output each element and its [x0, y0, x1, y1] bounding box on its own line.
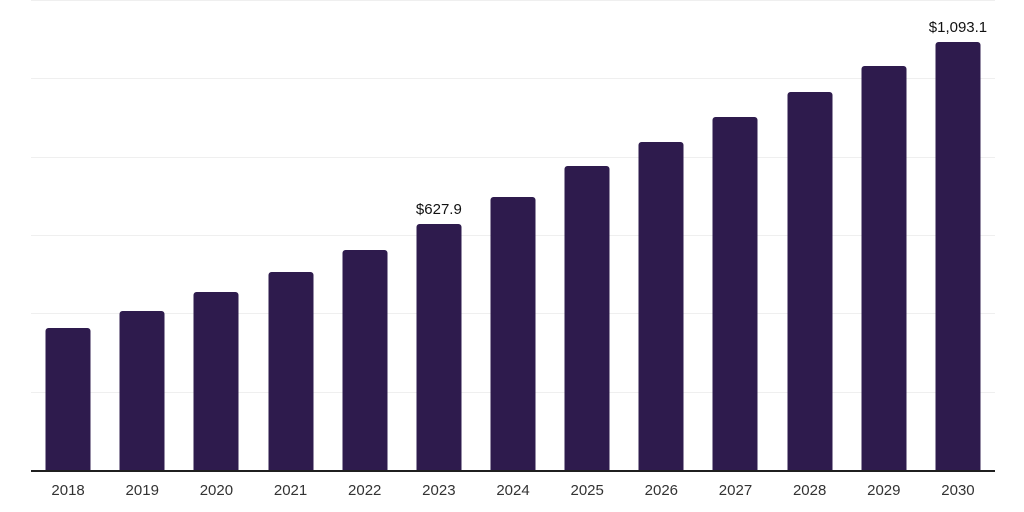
bar-slot-2027 [698, 0, 772, 470]
x-tick-label-2019: 2019 [125, 482, 159, 499]
bar-slot-2024 [476, 0, 550, 470]
x-tick-label-2022: 2022 [348, 482, 382, 499]
bar-slot-2022 [328, 0, 402, 470]
bar-slot-2029 [847, 0, 921, 470]
bar-slot-2019 [105, 0, 179, 470]
bar-2028 [787, 91, 833, 470]
bar-slot-2018 [31, 0, 105, 470]
x-tick-label-2030: 2030 [941, 482, 975, 499]
plot-area: $627.9 $1,093.1 [31, 0, 995, 472]
bar-value-label-2023: $627.9 [415, 201, 462, 219]
x-tick-label-2020: 2020 [199, 482, 234, 499]
bar-2020 [193, 291, 239, 470]
x-tick-label-2027: 2027 [718, 482, 753, 499]
x-tick-label-2025: 2025 [570, 482, 604, 499]
bar-2018 [45, 328, 91, 470]
bar-slot-2025 [550, 0, 624, 470]
bar-2021 [268, 272, 314, 470]
x-tick-label-2021: 2021 [273, 482, 308, 499]
bar-slot-2026 [624, 0, 698, 470]
x-tick-label-2026: 2026 [644, 482, 679, 499]
bar-slot-2023: $627.9 [402, 0, 476, 470]
bar-2029 [861, 66, 907, 470]
bar-2022 [342, 249, 388, 470]
bars: $627.9 $1,093.1 [31, 0, 995, 470]
bar-2030 [935, 41, 981, 470]
x-tick-label-2028: 2028 [792, 482, 827, 499]
bar-2019 [119, 311, 165, 470]
gridline-1200 [31, 0, 995, 1]
bar-2023 [416, 224, 462, 470]
x-tick-label-2018: 2018 [51, 482, 85, 499]
bar-slot-2021 [253, 0, 327, 470]
bar-2026 [638, 141, 684, 470]
bar-2025 [564, 166, 610, 470]
x-tick-label-2024: 2024 [496, 482, 530, 499]
gridline-800 [31, 156, 995, 158]
bar-slot-2028 [773, 0, 847, 470]
bar-2027 [712, 117, 758, 470]
bar-value-label-2030: $1,093.1 [928, 18, 988, 36]
x-tick-label-2023: 2023 [422, 482, 456, 499]
bar-slot-2020 [179, 0, 253, 470]
x-tick-label-2029: 2029 [867, 482, 901, 499]
bar-2024 [490, 196, 536, 470]
bar-slot-2030: $1,093.1 [921, 0, 995, 470]
x-axis-labels: 2018 2019 2020 2021 2022 2023 2024 2025 2026 2027… [31, 481, 995, 501]
gridline-1000 [31, 78, 995, 80]
